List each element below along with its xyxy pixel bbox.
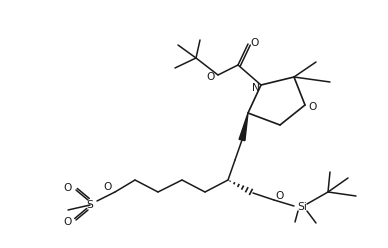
Text: O: O <box>104 182 112 192</box>
Text: O: O <box>207 72 215 82</box>
Text: O: O <box>309 102 317 112</box>
Text: S: S <box>87 200 94 210</box>
Text: O: O <box>276 191 284 201</box>
Text: O: O <box>251 38 259 48</box>
Text: Si: Si <box>297 202 307 212</box>
Text: N: N <box>252 83 260 93</box>
Polygon shape <box>239 113 248 141</box>
Text: O: O <box>64 183 72 193</box>
Text: O: O <box>64 217 72 227</box>
